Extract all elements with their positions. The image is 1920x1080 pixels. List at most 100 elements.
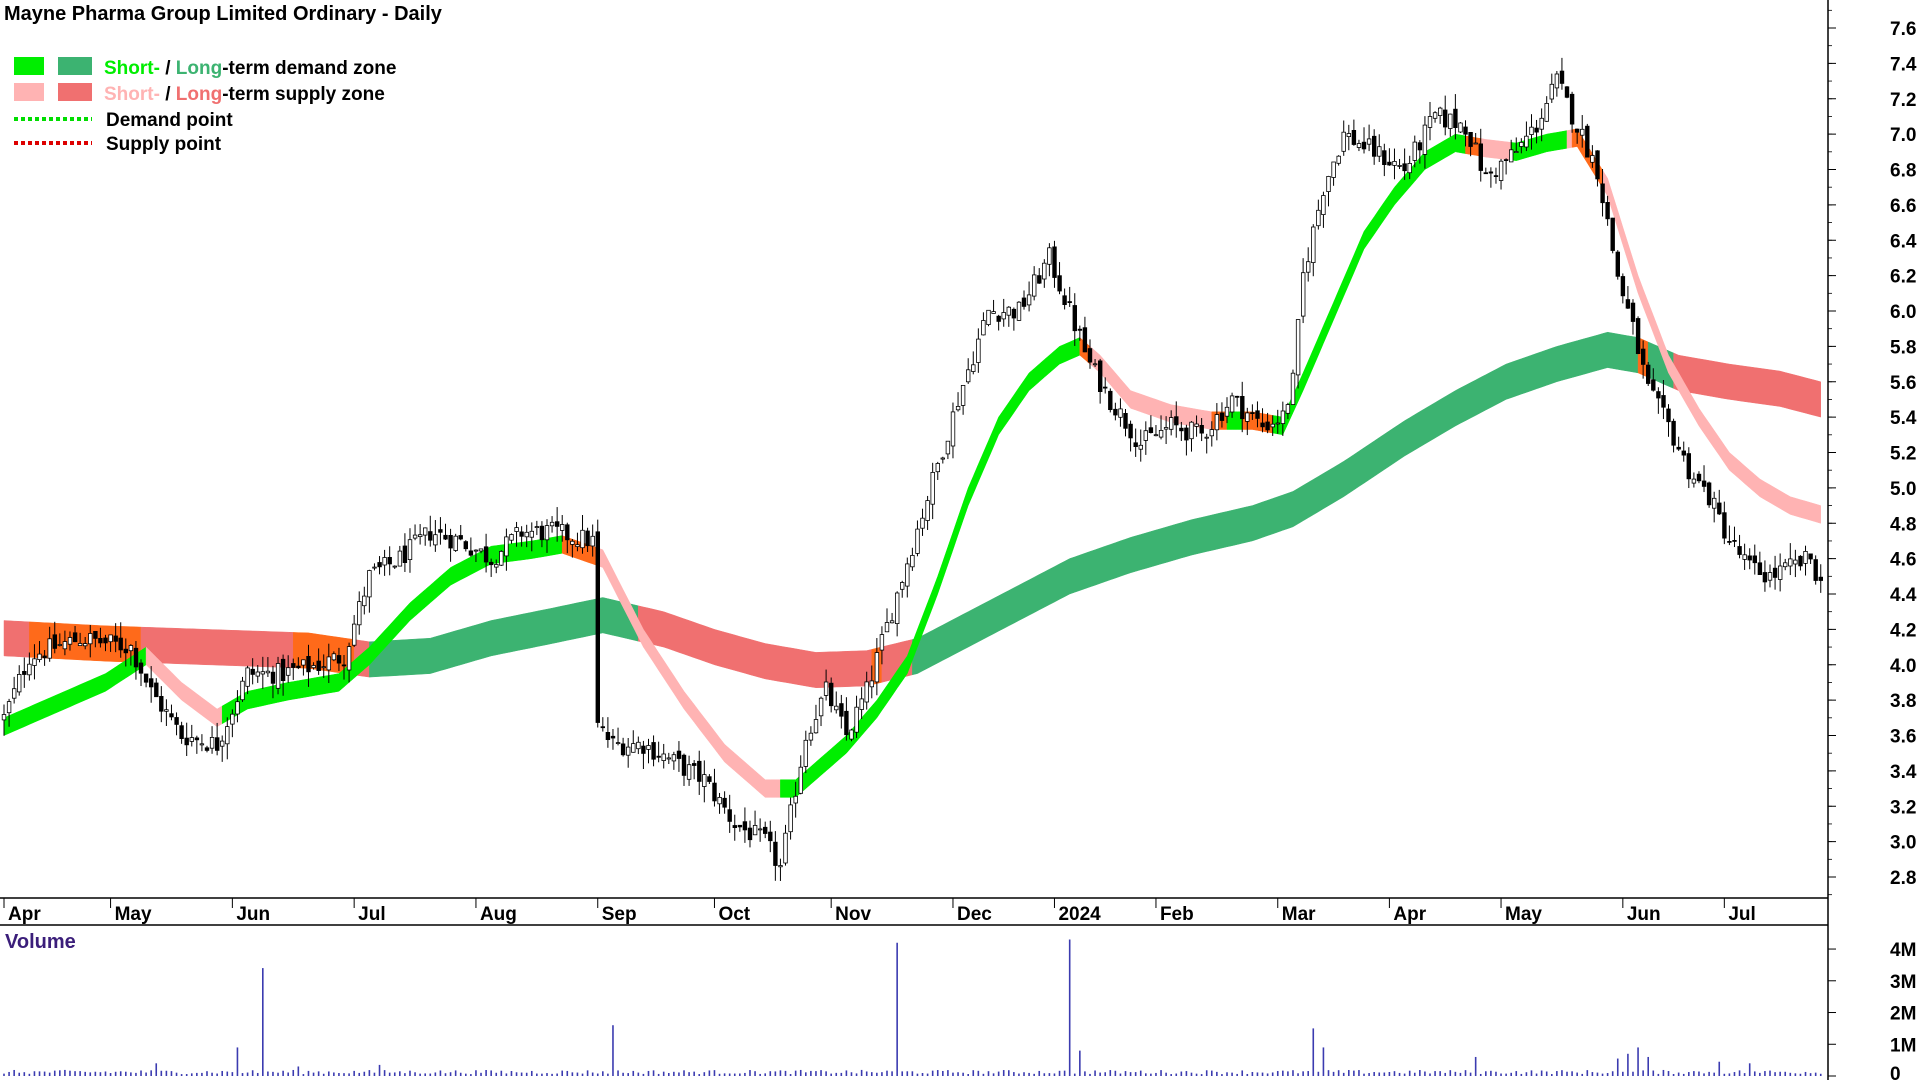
candle-body: [159, 696, 164, 712]
candle-body: [1519, 141, 1524, 147]
candle-body: [285, 667, 291, 676]
candle-body: [1676, 446, 1681, 450]
candle-body: [1798, 555, 1803, 567]
short-term-zone-segment: [1602, 169, 1821, 524]
date-tick-label: Jul: [1728, 904, 1755, 925]
candle-body: [1067, 301, 1072, 304]
candle-body: [1148, 427, 1154, 434]
candle-body: [549, 521, 555, 527]
candle-body: [1052, 246, 1057, 278]
short-term-zone-segment: [1465, 135, 1481, 157]
candle-body: [291, 663, 296, 668]
candle-body: [468, 550, 474, 556]
candle-body: [16, 674, 22, 693]
candle-body: [895, 592, 900, 625]
candle-body: [905, 563, 910, 587]
candle-body: [1641, 348, 1646, 365]
date-tick-label: May: [115, 904, 152, 925]
candle-body: [950, 411, 956, 447]
candle-body: [1772, 567, 1778, 578]
price-candles: [1, 57, 1823, 881]
date-tick-label: Mar: [1282, 904, 1316, 925]
date-tick-label: Jun: [1627, 904, 1661, 925]
candle-body: [996, 315, 1001, 322]
price-tick-label: 4.4: [1890, 585, 1917, 606]
candle-body: [1290, 372, 1296, 405]
candle-body: [620, 743, 626, 756]
candle-body: [433, 534, 438, 546]
candle-body: [1767, 572, 1773, 581]
candle-body: [788, 804, 793, 833]
candle-body: [798, 766, 803, 794]
candle-body: [631, 743, 636, 753]
candle-body: [874, 652, 880, 683]
candle-body: [641, 745, 646, 754]
candle-body: [1092, 363, 1098, 366]
candle-body: [1189, 421, 1194, 440]
candle-body: [976, 338, 981, 363]
candle-body: [499, 551, 504, 566]
candle-body: [1625, 299, 1631, 309]
candle-body: [331, 653, 337, 661]
candle-body: [113, 635, 118, 642]
candle-body: [133, 647, 139, 668]
candle-body: [1224, 406, 1230, 417]
candle-body: [1478, 143, 1483, 171]
candle-body: [1037, 275, 1042, 284]
date-tick-label: Nov: [835, 904, 871, 925]
price-tick-label: 5.0: [1890, 479, 1916, 500]
candle-body: [392, 565, 397, 568]
legend-supply-suffix: -term supply zone: [222, 84, 385, 105]
candle-body: [1686, 453, 1691, 480]
candle-body: [1032, 274, 1037, 297]
candle-body: [265, 670, 271, 674]
candle-body: [1524, 135, 1529, 148]
volume-tick-label: 4M: [1890, 940, 1916, 961]
price-tick-label: 2.8: [1890, 868, 1916, 889]
candle-body: [1808, 553, 1813, 560]
candle-body: [219, 740, 225, 747]
candle-body: [565, 524, 570, 541]
candle-body: [1306, 261, 1311, 273]
legend-demand-sep: /: [160, 58, 176, 79]
candle-body: [1209, 429, 1214, 437]
candle-body: [803, 739, 808, 767]
candle-body: [1468, 131, 1473, 147]
candle-body: [1402, 163, 1407, 172]
candle-body: [1651, 379, 1656, 391]
candle-body: [301, 659, 306, 666]
candle-body: [1412, 141, 1417, 161]
candle-body: [225, 726, 230, 745]
price-tick-label: 5.8: [1890, 337, 1916, 358]
candle-body: [793, 795, 798, 804]
candle-body: [1813, 559, 1818, 581]
candle-body: [1778, 565, 1783, 580]
candle-body: [458, 535, 463, 540]
price-tick-label: 7.6: [1890, 19, 1916, 40]
candle-body: [1569, 93, 1575, 125]
candle-body: [707, 776, 712, 782]
candle-body: [1696, 473, 1702, 482]
candle-body: [615, 742, 621, 744]
candle-body: [1737, 546, 1742, 555]
candle-body: [1204, 436, 1209, 439]
candle-body: [1458, 122, 1463, 133]
candle-body: [1235, 395, 1240, 398]
candle-body: [1280, 410, 1286, 425]
candle-body: [1163, 427, 1169, 430]
candle-body: [991, 311, 996, 314]
date-tick-label: Jun: [236, 904, 270, 925]
candle-body: [494, 564, 499, 568]
candle-body: [1742, 554, 1747, 560]
candle-body: [184, 737, 189, 746]
price-tick-label: 6.4: [1890, 231, 1917, 252]
candle-body: [823, 681, 829, 696]
candle-body: [808, 732, 814, 741]
candle-body: [407, 539, 413, 561]
candle-body: [1544, 103, 1549, 122]
candle-body: [854, 706, 859, 733]
candle-body: [686, 764, 692, 780]
candle-body: [1727, 541, 1732, 543]
candle-body: [174, 717, 179, 725]
candle-body: [763, 826, 768, 834]
